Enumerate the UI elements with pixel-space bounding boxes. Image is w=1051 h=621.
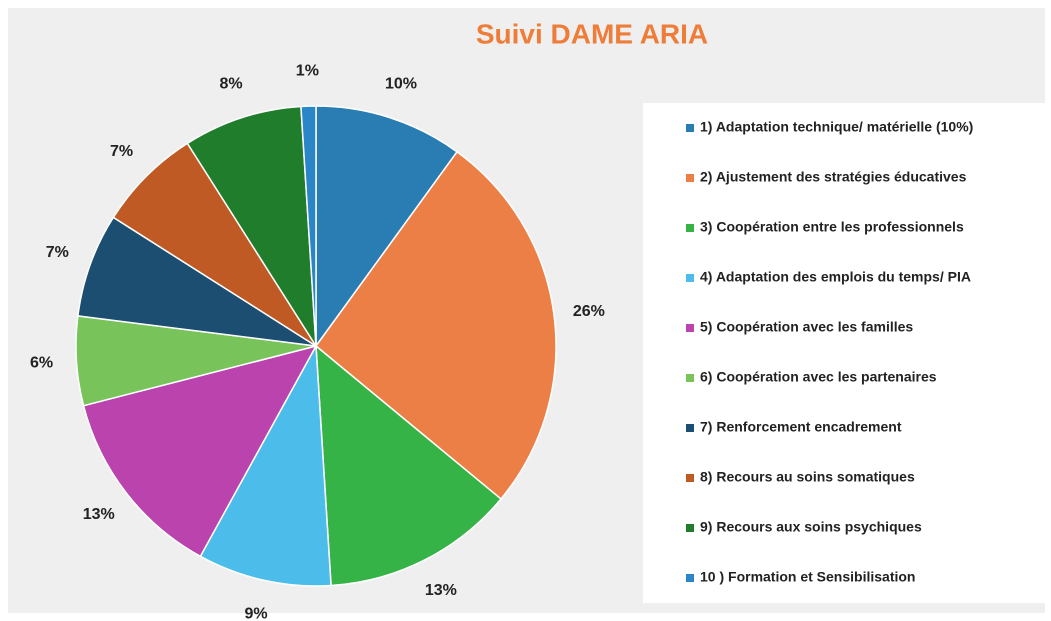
legend-label: 5) Coopération avec les familles	[700, 319, 913, 335]
legend-swatch	[686, 374, 694, 382]
legend-swatch	[686, 124, 694, 132]
data-label: 6%	[30, 354, 53, 371]
legend-label: 4) Adaptation des emplois du temps/ PIA	[700, 269, 971, 285]
legend-swatch	[686, 524, 694, 532]
pie-slice	[186, 105, 317, 347]
pie-slice	[300, 105, 317, 347]
legend-label: 1) Adaptation technique/ matérielle (10%…	[700, 119, 973, 135]
data-label: 8%	[219, 76, 242, 93]
legend-label: 10 ) Formation et Sensibilisation	[700, 569, 915, 585]
legend-label: 7) Renforcement encadrement	[700, 419, 902, 435]
legend-swatch	[686, 224, 694, 232]
legend-swatch	[686, 474, 694, 482]
data-label: 7%	[110, 143, 133, 160]
data-label: 13%	[425, 582, 457, 599]
pie-slice	[314, 150, 557, 501]
data-label: 10%	[385, 76, 417, 93]
data-label: 7%	[46, 244, 69, 261]
legend-swatch	[686, 274, 694, 282]
legend-label: 9) Recours aux soins psychiques	[700, 519, 922, 535]
pie-slice	[77, 216, 317, 347]
legend-swatch	[686, 174, 694, 182]
legend-label: 3) Coopération entre les professionnels	[700, 219, 964, 235]
pie-slice	[82, 344, 318, 558]
data-label: 1%	[296, 62, 319, 79]
legend-swatch	[686, 424, 694, 432]
legend-label: 8) Recours au soins somatiques	[700, 469, 915, 485]
data-label: 9%	[244, 606, 267, 621]
legend-swatch	[686, 574, 694, 582]
data-label: 26%	[573, 303, 605, 320]
legend-label: 6) Coopération avec les partenaires	[700, 369, 937, 385]
legend-label: 2) Ajustement des stratégies éducatives	[700, 169, 967, 185]
legend-box	[643, 103, 1045, 603]
legend-swatch	[686, 324, 694, 332]
pie-slice	[112, 142, 317, 347]
pie-slice	[199, 343, 332, 587]
pie-slice	[315, 344, 502, 587]
pie-slice	[315, 105, 459, 349]
data-label: 13%	[83, 506, 115, 523]
chart-title: Suivi DAME ARIA	[476, 18, 708, 49]
